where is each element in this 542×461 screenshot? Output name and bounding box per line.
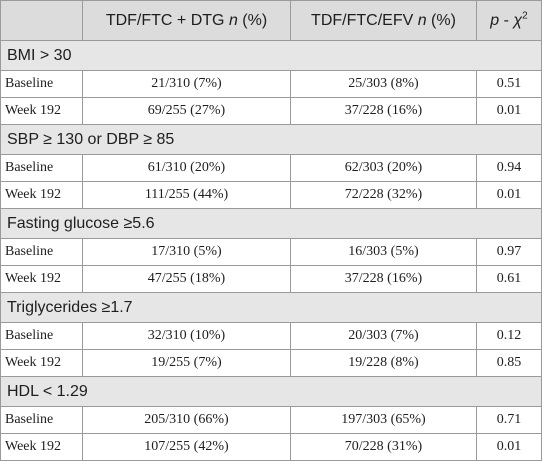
section-title: HDL < 1.29 <box>0 376 542 407</box>
row-label-cell: Baseline <box>0 154 83 182</box>
row-label-cell: Week 192 <box>0 97 83 125</box>
section-header-row: HDL < 1.29 <box>0 376 542 407</box>
table-row: Baseline 17/310 (5%) 16/303 (5%) 0.97 <box>0 238 542 266</box>
header-stub <box>0 0 83 41</box>
p-value-cell: 0.12 <box>476 322 542 350</box>
dtg-value-cell: 47/255 (18%) <box>82 265 291 293</box>
section-title: SBP ≥ 130 or DBP ≥ 85 <box>0 124 542 155</box>
table-row: Baseline 61/310 (20%) 62/303 (20%) 0.94 <box>0 154 542 182</box>
section-title: Fasting glucose ≥5.6 <box>0 208 542 239</box>
efv-value-cell: 20/303 (7%) <box>290 322 477 350</box>
table-row: Baseline 205/310 (66%) 197/303 (65%) 0.71 <box>0 406 542 434</box>
row-label-cell: Week 192 <box>0 265 83 293</box>
dtg-value-cell: 32/310 (10%) <box>82 322 291 350</box>
section-header-row: Triglycerides ≥1.7 <box>0 292 542 323</box>
section-header-row: BMI > 30 <box>0 40 542 71</box>
efv-value-cell: 197/303 (65%) <box>290 406 477 434</box>
dtg-value-cell: 111/255 (44%) <box>82 181 291 209</box>
p-value-cell: 0.94 <box>476 154 542 182</box>
row-label-cell: Week 192 <box>0 349 83 377</box>
row-label-cell: Week 192 <box>0 181 83 209</box>
header-row: TDF/FTC + DTG n (%) TDF/FTC/EFV n (%) p … <box>0 0 542 41</box>
table-row: Week 192 19/255 (7%) 19/228 (8%) 0.85 <box>0 349 542 377</box>
efv-value-cell: 62/303 (20%) <box>290 154 477 182</box>
p-value-cell: 0.01 <box>476 181 542 209</box>
table-row: Week 192 69/255 (27%) 37/228 (16%) 0.01 <box>0 97 542 125</box>
p-value-cell: 0.97 <box>476 238 542 266</box>
dtg-value-cell: 17/310 (5%) <box>82 238 291 266</box>
dtg-value-cell: 19/255 (7%) <box>82 349 291 377</box>
p-value-cell: 0.61 <box>476 265 542 293</box>
p-value-cell: 0.85 <box>476 349 542 377</box>
table-row: Week 192 47/255 (18%) 37/228 (16%) 0.61 <box>0 265 542 293</box>
efv-value-cell: 72/228 (32%) <box>290 181 477 209</box>
p-value-cell: 0.71 <box>476 406 542 434</box>
dtg-value-cell: 61/310 (20%) <box>82 154 291 182</box>
efv-value-cell: 37/228 (16%) <box>290 97 477 125</box>
row-label-cell: Baseline <box>0 238 83 266</box>
dtg-value-cell: 21/310 (7%) <box>82 70 291 98</box>
efv-value-cell: 70/228 (31%) <box>290 433 477 461</box>
p-value-cell: 0.51 <box>476 70 542 98</box>
dtg-value-cell: 205/310 (66%) <box>82 406 291 434</box>
dtg-value-cell: 69/255 (27%) <box>82 97 291 125</box>
p-value-cell: 0.01 <box>476 433 542 461</box>
row-label-cell: Baseline <box>0 406 83 434</box>
section-title: Triglycerides ≥1.7 <box>0 292 542 323</box>
efv-value-cell: 37/228 (16%) <box>290 265 477 293</box>
section-header-row: Fasting glucose ≥5.6 <box>0 208 542 239</box>
efv-value-cell: 25/303 (8%) <box>290 70 477 98</box>
row-label-cell: Baseline <box>0 70 83 98</box>
section-title: BMI > 30 <box>0 40 542 71</box>
table-row: Baseline 21/310 (7%) 25/303 (8%) 0.51 <box>0 70 542 98</box>
header-dtg-arm: TDF/FTC + DTG n (%) <box>82 0 291 41</box>
header-p-value: p - χ2 <box>476 0 542 41</box>
table-row: Week 192 107/255 (42%) 70/228 (31%) 0.01 <box>0 433 542 461</box>
row-label-cell: Week 192 <box>0 433 83 461</box>
p-value-cell: 0.01 <box>476 97 542 125</box>
dtg-value-cell: 107/255 (42%) <box>82 433 291 461</box>
table-row: Week 192 111/255 (44%) 72/228 (32%) 0.01 <box>0 181 542 209</box>
row-label-cell: Baseline <box>0 322 83 350</box>
efv-value-cell: 16/303 (5%) <box>290 238 477 266</box>
section-header-row: SBP ≥ 130 or DBP ≥ 85 <box>0 124 542 155</box>
header-efv-arm: TDF/FTC/EFV n (%) <box>290 0 477 41</box>
table-body: BMI > 30 Baseline 21/310 (7%) 25/303 (8%) 0.… <box>0 40 542 461</box>
efv-value-cell: 19/228 (8%) <box>290 349 477 377</box>
table-row: Baseline 32/310 (10%) 20/303 (7%) 0.12 <box>0 322 542 350</box>
